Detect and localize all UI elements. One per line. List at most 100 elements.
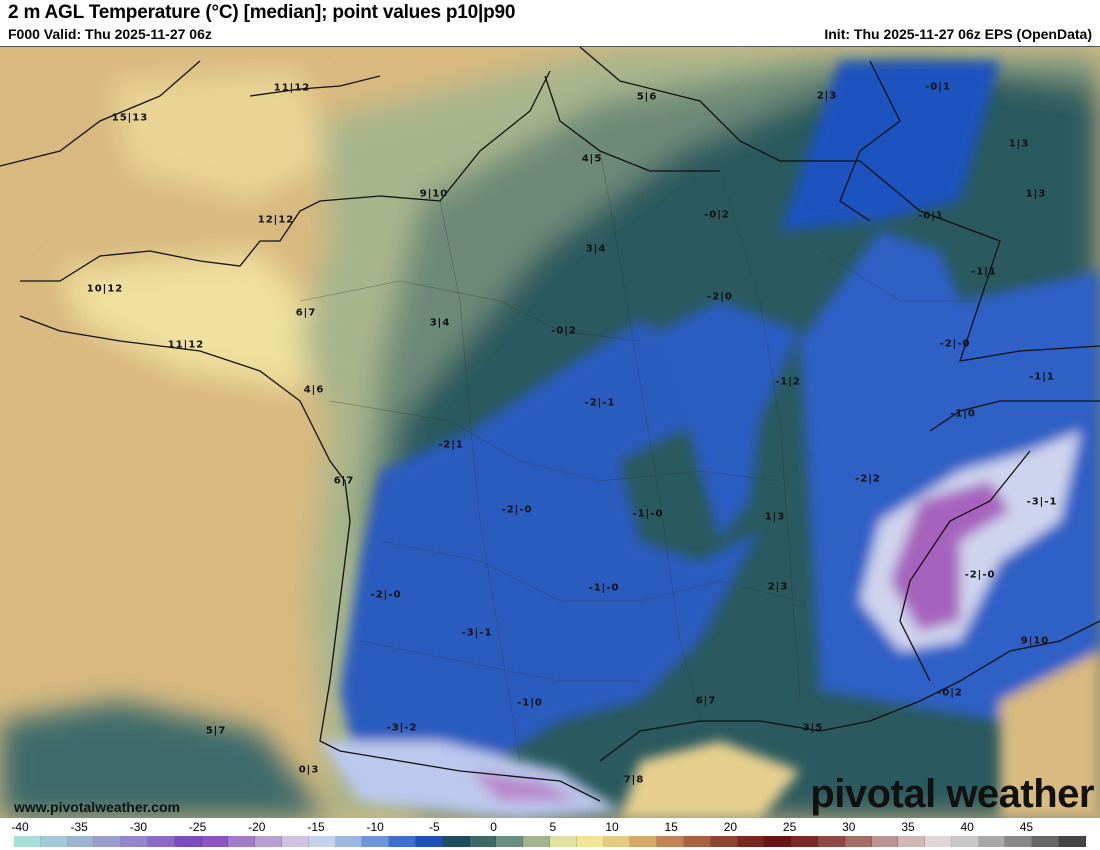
colorbar-swatch xyxy=(603,836,631,847)
colorbar-swatch xyxy=(683,836,711,847)
point-value: -2|-0 xyxy=(964,569,996,581)
temperature-map[interactable]: 15|13 11|12 12|12 9|10 10|12 6|7 11|12 3|4 4|6 5|… xyxy=(0,46,1100,819)
point-value: -2|-1 xyxy=(584,397,616,409)
point-value: -2|-0 xyxy=(501,504,533,516)
colorbar-swatch xyxy=(710,836,738,847)
colorbar-swatch xyxy=(174,836,202,847)
point-value: 4|5 xyxy=(581,153,603,165)
colorbar-swatch xyxy=(576,836,604,847)
point-value: -1|0 xyxy=(950,408,976,420)
point-value: 2|3 xyxy=(816,90,838,102)
colorbar-swatch xyxy=(281,836,309,847)
colorbar-swatch xyxy=(469,836,497,847)
colorbar-swatch xyxy=(389,836,416,847)
colorbar-swatch xyxy=(657,836,684,847)
colorbar-swatch xyxy=(630,836,658,847)
colorbar-swatch xyxy=(951,836,979,847)
colorbar-tick-label: 45 xyxy=(1019,820,1034,834)
region-borders xyxy=(299,150,980,762)
map-field xyxy=(0,47,1100,819)
website-label[interactable]: www.pivotalweather.com xyxy=(14,799,180,815)
colorbar-swatch xyxy=(523,836,550,847)
colorbar-tick-label: -40 xyxy=(11,820,29,834)
colorbar-swatch xyxy=(737,836,765,847)
colorbar-swatch xyxy=(40,836,68,847)
colorbar-tick-label: -30 xyxy=(129,820,148,834)
colorbar-swatch xyxy=(335,836,363,847)
colorbar-swatch xyxy=(898,836,926,847)
point-value: 11|12 xyxy=(273,82,311,94)
init-time: Init: Thu 2025-11-27 06z EPS (OpenData) xyxy=(824,26,1092,42)
point-value: 1|3 xyxy=(1025,188,1047,200)
colorbar-tick-label: -25 xyxy=(188,820,207,834)
colorbar-swatch xyxy=(791,836,818,847)
colorbar-swatch xyxy=(94,836,122,847)
point-value: -1|-0 xyxy=(632,508,664,520)
colorbar-swatch xyxy=(228,836,256,847)
point-value: 0|3 xyxy=(298,764,320,776)
point-value: -0|1 xyxy=(925,81,951,93)
point-value: -3|-2 xyxy=(386,722,418,734)
colorbar-swatch xyxy=(1005,836,1033,847)
point-value: 12|12 xyxy=(257,214,295,226)
colorbar-swatch xyxy=(442,836,470,847)
point-value: 15|13 xyxy=(111,112,149,124)
point-value: 6|7 xyxy=(333,475,355,487)
colorbar-tick-label: 5 xyxy=(549,820,557,834)
map-title: 2 m AGL Temperature (°C) [median]; point… xyxy=(8,2,516,23)
colorbar-swatch xyxy=(844,836,872,847)
point-value: -3|-1 xyxy=(1026,496,1058,508)
colorbar-tick-label: -5 xyxy=(429,820,440,834)
colorbar-swatch xyxy=(255,836,282,847)
colorbar-swatch xyxy=(14,836,41,847)
point-value: -2|1 xyxy=(438,439,464,451)
point-value: 1|3 xyxy=(1008,138,1030,150)
colorbar-tick-label: 25 xyxy=(782,820,797,834)
point-value: -3|-1 xyxy=(461,627,493,639)
colorbar-scale xyxy=(14,836,1086,847)
point-value: -2|-0 xyxy=(939,338,971,350)
point-value: -1|2 xyxy=(775,376,801,388)
header: 2 m AGL Temperature (°C) [median]; point… xyxy=(0,0,1100,46)
point-value: -0|2 xyxy=(937,687,963,699)
point-value: -0|2 xyxy=(704,209,730,221)
colorbar-tick-label: -35 xyxy=(70,820,88,834)
colorbar-tick-label: 15 xyxy=(664,820,678,834)
point-value: 1|3 xyxy=(764,511,786,523)
colorbar-swatch xyxy=(871,836,899,847)
coastlines xyxy=(0,47,1100,802)
colorbar-swatch xyxy=(496,836,524,847)
point-value: 4|6 xyxy=(303,384,325,396)
colorbar-swatch xyxy=(1032,836,1060,847)
point-value: 7|8 xyxy=(623,774,645,786)
colorbar-swatch xyxy=(121,836,148,847)
point-value: -0|2 xyxy=(551,325,577,337)
point-value: 9|10 xyxy=(419,188,449,200)
colorbar-tick-label: 35 xyxy=(901,820,915,834)
point-value: -1|-0 xyxy=(588,582,620,594)
colorbar-swatch xyxy=(201,836,229,847)
point-value: -2|2 xyxy=(855,473,881,485)
point-value: -0|1 xyxy=(918,210,944,222)
point-value: 3|5 xyxy=(802,722,824,734)
colorbar-tick-label: -10 xyxy=(366,820,384,834)
colorbar-tick-label: 20 xyxy=(723,820,738,834)
colorbar-swatch xyxy=(764,836,792,847)
point-value: 11|12 xyxy=(167,339,205,351)
colorbar-swatch xyxy=(1059,836,1086,847)
colorbar-swatch xyxy=(67,836,95,847)
point-value: 6|7 xyxy=(695,695,717,707)
colorbar-swatch xyxy=(147,836,175,847)
colorbar-swatch xyxy=(925,836,952,847)
colorbar: -40 -35 -30 -25 -20 -15 -10 -5 0 5 10 15 20 25 30 35 40 4… xyxy=(0,818,1100,850)
point-value: 2|3 xyxy=(767,581,789,593)
point-value: -2|-0 xyxy=(370,589,402,601)
colorbar-tick-label: 30 xyxy=(842,820,856,834)
colorbar-swatch xyxy=(362,836,390,847)
colorbar-tick-label: 40 xyxy=(960,820,974,834)
colorbar-swatch xyxy=(978,836,1006,847)
point-value: 5|7 xyxy=(205,725,227,737)
valid-time: F000 Valid: Thu 2025-11-27 06z xyxy=(8,26,212,42)
colorbar-tick-label: -20 xyxy=(248,820,266,834)
point-value: 3|4 xyxy=(585,243,607,255)
